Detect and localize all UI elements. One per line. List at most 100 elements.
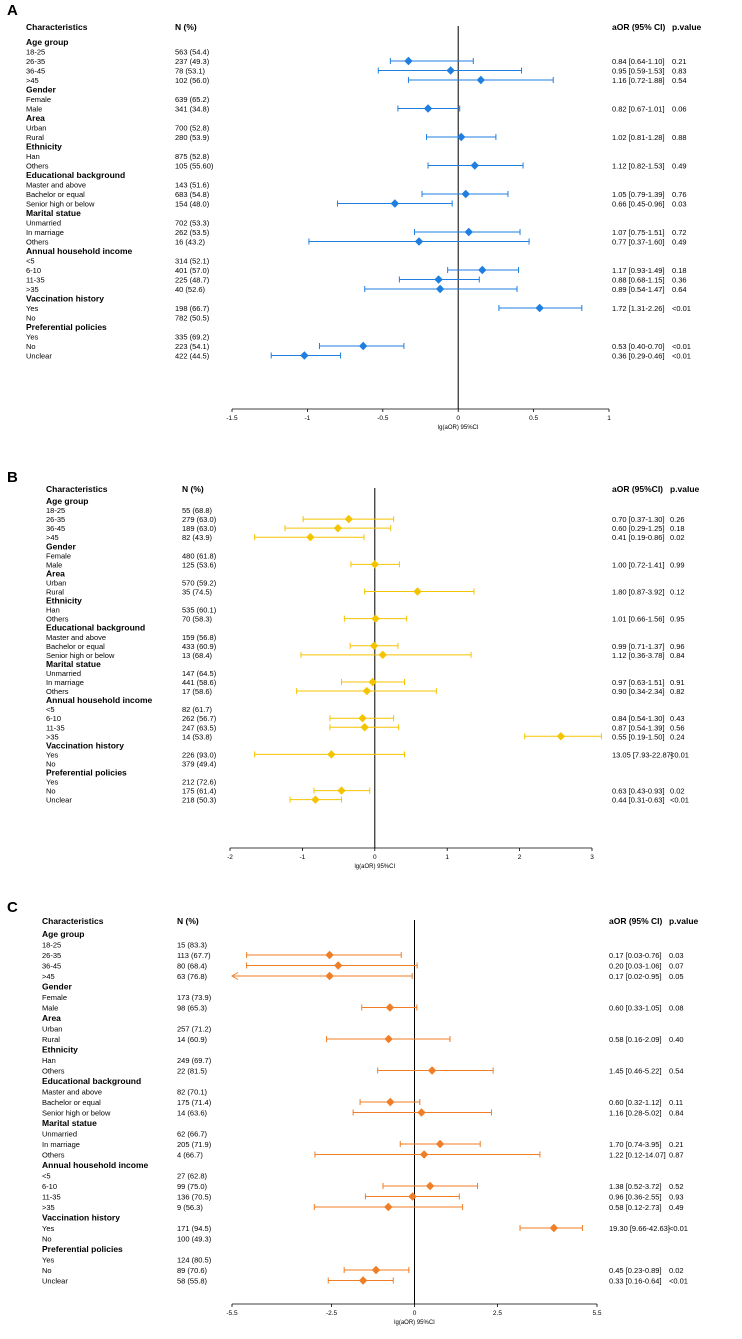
row-label: 36-45 bbox=[42, 962, 61, 971]
row-aor: 0.95 [0.59-1.53] bbox=[612, 67, 665, 76]
panel-label: B bbox=[7, 469, 18, 486]
row-n-percent: 237 (49.3) bbox=[175, 57, 210, 66]
estimate-point bbox=[371, 614, 380, 623]
row-aor: 1.12 [0.36-3.78] bbox=[612, 651, 665, 660]
estimate-point bbox=[378, 650, 387, 660]
row-label: 36-45 bbox=[46, 524, 65, 533]
row-aor: 0.60 [0.29-1.25] bbox=[612, 524, 665, 533]
row-label: Yes bbox=[46, 750, 58, 759]
row-n-percent: 173 (73.9) bbox=[177, 993, 212, 1002]
row-label: <5 bbox=[46, 705, 55, 714]
row-label: Unmarried bbox=[46, 669, 81, 678]
row-label: 11-35 bbox=[26, 276, 45, 285]
row-label: Male bbox=[42, 1004, 58, 1013]
group-heading: Gender bbox=[42, 982, 72, 992]
row-label: 6-10 bbox=[26, 266, 41, 275]
x-axis-label: lg(aOR) 95%CI bbox=[438, 425, 479, 431]
estimate-point bbox=[478, 265, 487, 275]
row-n-percent: 15 (83.3) bbox=[177, 941, 208, 950]
estimate-point bbox=[435, 1139, 445, 1149]
header-n-percent: N (%) bbox=[175, 22, 197, 32]
row-p-value: 0.07 bbox=[669, 962, 684, 971]
row-n-percent: 782 (50.5) bbox=[175, 314, 210, 323]
row-aor: 19.30 [9.66-42.63] bbox=[609, 1224, 670, 1233]
group-heading: Annual household income bbox=[46, 695, 153, 705]
row-label: >35 bbox=[42, 1203, 55, 1212]
row-p-value: <0.01 bbox=[670, 796, 689, 805]
header-p-value: p.value bbox=[670, 484, 700, 494]
header-aor: aOR (95%CI) bbox=[612, 484, 663, 494]
row-label: 18-25 bbox=[46, 506, 65, 515]
row-aor: 0.55 [0.19-1.50] bbox=[612, 732, 665, 741]
header-n-percent: N (%) bbox=[177, 916, 199, 926]
row-label: Rural bbox=[26, 133, 44, 142]
row-label: Senior high or below bbox=[46, 651, 115, 660]
row-n-percent: 639 (65.2) bbox=[175, 95, 210, 104]
row-label: Yes bbox=[46, 778, 58, 787]
row-aor: 0.90 [0.34-2.34] bbox=[612, 687, 665, 696]
group-heading: Educational background bbox=[26, 170, 125, 180]
row-p-value: 0.43 bbox=[670, 714, 685, 723]
row-n-percent: 14 (53.8) bbox=[182, 732, 213, 741]
row-p-value: 0.82 bbox=[670, 687, 685, 696]
row-n-percent: 136 (70.5) bbox=[177, 1193, 212, 1202]
row-n-percent: 105 (55.60) bbox=[175, 162, 214, 171]
row-aor: 0.41 [0.19-0.86] bbox=[612, 533, 665, 542]
row-label: Others bbox=[46, 687, 69, 696]
row-n-percent: 154 (48.0) bbox=[175, 200, 210, 209]
row-aor: 0.17 [0.02-0.95] bbox=[609, 972, 662, 981]
row-n-percent: 341 (34.8) bbox=[175, 105, 210, 114]
row-p-value: 0.05 bbox=[669, 972, 684, 981]
row-n-percent: 535 (60.1) bbox=[182, 606, 217, 615]
row-label: Others bbox=[42, 1067, 65, 1076]
row-n-percent: 70 (58.3) bbox=[182, 615, 213, 624]
row-label: No bbox=[26, 342, 36, 351]
row-label: Female bbox=[42, 993, 67, 1002]
estimate-point bbox=[404, 56, 413, 66]
row-n-percent: 98 (65.3) bbox=[177, 1004, 208, 1013]
x-tick-label: 1 bbox=[607, 415, 611, 422]
row-aor: 0.84 [0.54-1.30] bbox=[612, 714, 665, 723]
row-p-value: 0.08 bbox=[669, 1004, 684, 1013]
row-label: Yes bbox=[42, 1224, 54, 1233]
group-heading: Annual household income bbox=[26, 246, 133, 256]
x-axis-label: lg(aOR) 95%CI bbox=[354, 864, 395, 870]
row-n-percent: 63 (76.8) bbox=[177, 972, 208, 981]
row-p-value: 0.49 bbox=[672, 238, 687, 247]
row-label: Han bbox=[46, 606, 60, 615]
row-p-value: 0.03 bbox=[672, 200, 687, 209]
row-aor: 1.38 [0.52-3.72] bbox=[609, 1182, 662, 1191]
estimate-point bbox=[413, 587, 422, 596]
row-p-value: 0.83 bbox=[672, 67, 687, 76]
row-n-percent: 875 (52.8) bbox=[175, 152, 210, 161]
row-aor: 0.99 [0.71-1.37] bbox=[612, 642, 665, 651]
x-tick-label: -1 bbox=[300, 854, 306, 861]
row-n-percent: 80 (68.4) bbox=[177, 962, 208, 971]
row-n-percent: 570 (59.2) bbox=[182, 578, 217, 587]
x-tick-label: -1.5 bbox=[226, 415, 238, 422]
row-p-value: 0.21 bbox=[669, 1140, 684, 1149]
row-aor: 1.80 [0.87-3.92] bbox=[612, 588, 665, 597]
x-tick-label: 1 bbox=[445, 854, 449, 861]
row-n-percent: 62 (66.7) bbox=[177, 1130, 208, 1139]
estimate-point bbox=[325, 950, 334, 960]
estimate-point bbox=[337, 786, 346, 795]
row-p-value: 0.02 bbox=[670, 533, 685, 542]
row-label: <5 bbox=[42, 1172, 51, 1181]
row-n-percent: 124 (80.5) bbox=[177, 1256, 212, 1265]
estimate-point bbox=[333, 523, 343, 533]
row-label: In marriage bbox=[42, 1140, 80, 1149]
row-label: Han bbox=[42, 1056, 56, 1065]
row-p-value: 0.84 bbox=[669, 1109, 684, 1118]
x-tick-label: 0 bbox=[413, 1310, 417, 1317]
estimate-point bbox=[368, 677, 377, 687]
estimate-point bbox=[556, 732, 566, 741]
x-tick-label: -1 bbox=[305, 415, 311, 422]
row-p-value: 0.36 bbox=[672, 276, 687, 285]
row-n-percent: 13 (68.4) bbox=[182, 651, 213, 660]
row-label: 6-10 bbox=[46, 714, 61, 723]
row-label: <5 bbox=[26, 257, 35, 266]
x-tick-label: 0.5 bbox=[529, 415, 538, 422]
estimate-point bbox=[446, 66, 455, 75]
